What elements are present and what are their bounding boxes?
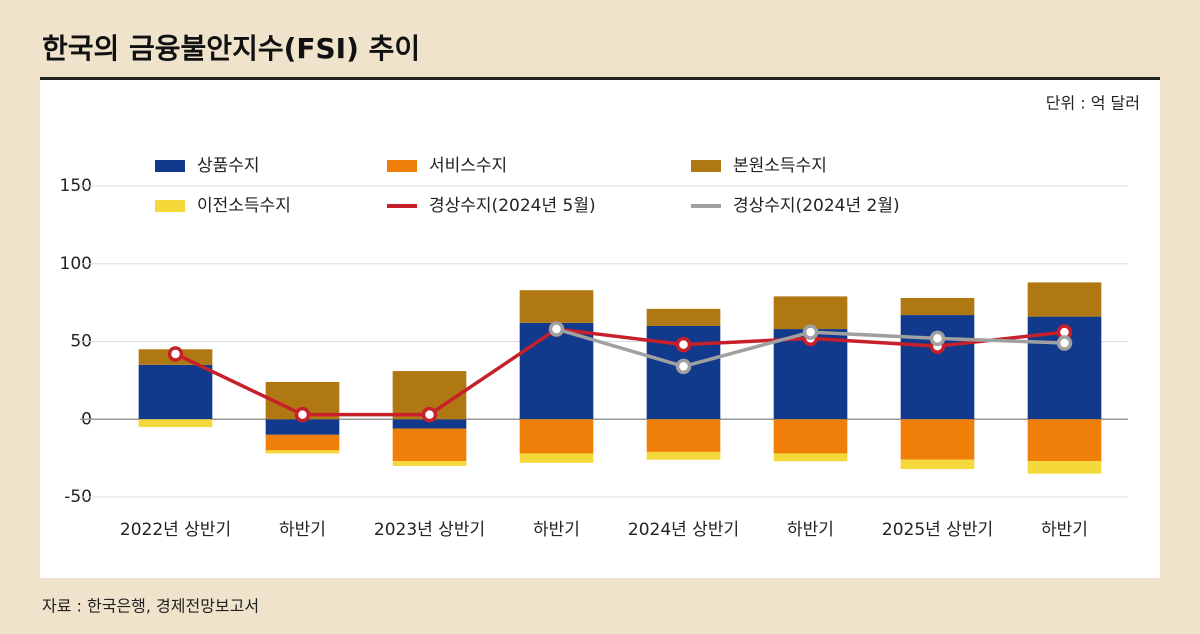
legend-swatch bbox=[155, 160, 185, 172]
bar bbox=[519, 290, 594, 323]
plot-panel bbox=[40, 80, 1160, 578]
line-marker bbox=[421, 406, 438, 423]
bar bbox=[519, 322, 594, 420]
x-tick-label: 2022년 상반기 bbox=[120, 520, 231, 540]
bar bbox=[265, 450, 340, 454]
legend-label: 서비스수지 bbox=[429, 156, 507, 176]
legend-swatch bbox=[387, 160, 417, 172]
legend-label: 이전소득수지 bbox=[197, 196, 291, 216]
x-tick-label: 하반기 bbox=[1041, 520, 1088, 540]
line-marker bbox=[929, 330, 946, 347]
x-tick-label: 하반기 bbox=[533, 520, 580, 540]
x-tick-label: 2025년 상반기 bbox=[882, 520, 993, 540]
source-note: 자료 : 한국은행, 경제전망보고서 bbox=[42, 597, 259, 616]
legend-label: 상품수지 bbox=[197, 156, 260, 176]
chart-title: 한국의 금융불안지수(FSI) 추이 bbox=[42, 32, 420, 65]
bar bbox=[519, 419, 594, 454]
legend-label: 경상수지(2024년 5월) bbox=[429, 196, 596, 216]
bar bbox=[900, 297, 975, 316]
bar bbox=[773, 453, 848, 462]
bar bbox=[900, 419, 975, 460]
legend-swatch bbox=[155, 200, 185, 212]
x-tick-label: 하반기 bbox=[787, 520, 834, 540]
bar bbox=[138, 419, 213, 428]
bar bbox=[646, 451, 721, 460]
line-marker bbox=[675, 358, 692, 375]
bar bbox=[392, 428, 467, 462]
y-tick-label: 150 bbox=[60, 176, 92, 196]
bar bbox=[392, 461, 467, 466]
unit-note: 단위 : 억 달러 bbox=[1046, 94, 1140, 113]
bar bbox=[773, 296, 848, 330]
bar bbox=[1027, 461, 1102, 474]
line-marker bbox=[294, 406, 311, 423]
line-marker bbox=[1056, 335, 1073, 351]
bar bbox=[1027, 419, 1102, 462]
bar bbox=[900, 459, 975, 470]
bar bbox=[519, 453, 594, 463]
x-tick-label: 2024년 상반기 bbox=[628, 520, 739, 540]
legend-label: 본원소득수지 bbox=[733, 156, 827, 176]
bar bbox=[1027, 282, 1102, 317]
legend-label: 경상수지(2024년 2월) bbox=[733, 196, 900, 216]
line-marker bbox=[675, 336, 692, 353]
bar bbox=[773, 419, 848, 454]
y-tick-label: -50 bbox=[64, 487, 92, 507]
bar bbox=[646, 308, 721, 326]
bar bbox=[392, 419, 467, 429]
bar bbox=[138, 364, 213, 420]
line-marker bbox=[802, 324, 819, 340]
x-tick-label: 하반기 bbox=[279, 520, 326, 540]
line-marker bbox=[167, 346, 184, 362]
line bbox=[174, 327, 1065, 417]
bar bbox=[646, 419, 721, 452]
bar bbox=[265, 434, 340, 451]
x-tick-label: 2023년 상반기 bbox=[374, 520, 485, 540]
legend-swatch bbox=[691, 160, 721, 172]
y-tick-label: 100 bbox=[60, 254, 92, 274]
line-marker bbox=[548, 321, 565, 337]
bar bbox=[265, 419, 340, 435]
title-rule bbox=[40, 77, 1160, 80]
